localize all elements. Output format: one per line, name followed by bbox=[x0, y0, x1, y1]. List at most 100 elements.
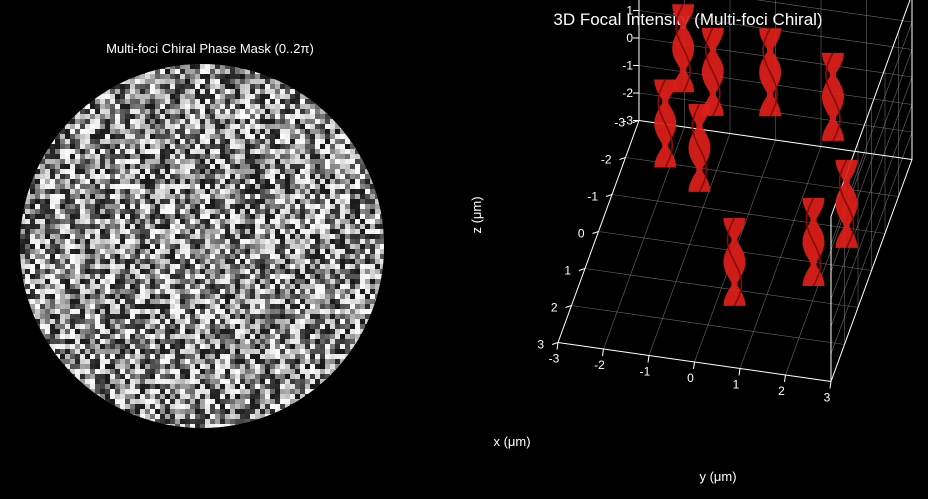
phase-mask-cell bbox=[260, 309, 265, 314]
phase-mask-cell bbox=[190, 104, 195, 109]
phase-mask-cell bbox=[55, 174, 60, 179]
phase-mask-cell bbox=[305, 159, 310, 164]
phase-mask-cell bbox=[210, 199, 215, 204]
phase-mask-cell bbox=[315, 184, 320, 189]
phase-mask-cell bbox=[215, 79, 220, 84]
phase-mask-cell bbox=[355, 329, 360, 334]
phase-mask-cell bbox=[150, 294, 155, 299]
phase-mask-cell bbox=[220, 329, 225, 334]
phase-mask-cell bbox=[40, 299, 45, 304]
phase-mask-cell bbox=[170, 114, 175, 119]
phase-mask-cell bbox=[220, 94, 225, 99]
phase-mask-cell bbox=[250, 339, 255, 344]
focus-helix-shading bbox=[762, 27, 778, 117]
phase-mask-cell bbox=[235, 104, 240, 109]
phase-mask-cell bbox=[100, 349, 105, 354]
phase-mask-cell bbox=[130, 409, 135, 414]
phase-mask-cell bbox=[140, 289, 145, 294]
phase-mask-cell bbox=[230, 369, 235, 374]
phase-mask-cell bbox=[320, 164, 325, 169]
phase-mask-cell bbox=[265, 334, 270, 339]
phase-mask-cell bbox=[370, 214, 375, 219]
phase-mask-cell bbox=[120, 269, 125, 274]
phase-mask-cell bbox=[80, 174, 85, 179]
phase-mask-cell bbox=[65, 349, 70, 354]
phase-mask-cell bbox=[325, 274, 330, 279]
phase-mask-cell bbox=[225, 419, 230, 424]
phase-mask-cell bbox=[175, 309, 180, 314]
phase-mask-cell bbox=[260, 179, 265, 184]
phase-mask-cell bbox=[170, 394, 175, 399]
phase-mask-cell bbox=[195, 179, 200, 184]
phase-mask-cell bbox=[345, 234, 350, 239]
phase-mask-cell bbox=[90, 164, 95, 169]
phase-mask-cell bbox=[170, 189, 175, 194]
phase-mask-cell bbox=[130, 369, 135, 374]
phase-mask-cell bbox=[315, 149, 320, 154]
phase-mask-cell bbox=[320, 259, 325, 264]
phase-mask-cell bbox=[370, 264, 375, 269]
phase-mask-cell bbox=[160, 349, 165, 354]
phase-mask-cell bbox=[305, 154, 310, 159]
phase-mask-cell bbox=[335, 259, 340, 264]
phase-mask-cell bbox=[275, 324, 280, 329]
phase-mask-cell bbox=[25, 219, 30, 224]
phase-mask-cell bbox=[375, 224, 380, 229]
phase-mask-cell bbox=[115, 219, 120, 224]
phase-mask-cell bbox=[155, 79, 160, 84]
phase-mask-cell bbox=[250, 94, 255, 99]
phase-mask-cell bbox=[145, 214, 150, 219]
phase-mask-cell bbox=[205, 379, 210, 384]
phase-mask-cell bbox=[215, 284, 220, 289]
phase-mask-cell bbox=[305, 334, 310, 339]
phase-mask-cell bbox=[135, 139, 140, 144]
phase-mask-cell bbox=[275, 314, 280, 319]
phase-mask-cell bbox=[315, 289, 320, 294]
phase-mask-cell bbox=[300, 119, 305, 124]
phase-mask-cell bbox=[265, 319, 270, 324]
phase-mask-cell bbox=[205, 254, 210, 259]
phase-mask-cell bbox=[130, 149, 135, 154]
phase-mask-cell bbox=[145, 184, 150, 189]
phase-mask-cell bbox=[325, 244, 330, 249]
phase-mask-cell bbox=[30, 229, 35, 234]
phase-mask-cell bbox=[245, 199, 250, 204]
phase-mask-cell bbox=[110, 239, 115, 244]
phase-mask-cell bbox=[350, 234, 355, 239]
phase-mask-cell bbox=[110, 334, 115, 339]
phase-mask-cell bbox=[115, 354, 120, 359]
phase-mask-cell bbox=[140, 199, 145, 204]
phase-mask-cell bbox=[330, 194, 335, 199]
phase-mask-cell bbox=[50, 304, 55, 309]
phase-mask-cell bbox=[30, 289, 35, 294]
phase-mask-cell bbox=[225, 314, 230, 319]
phase-mask-cell bbox=[320, 369, 325, 374]
phase-mask-cell bbox=[335, 124, 340, 129]
phase-mask-cell bbox=[60, 154, 65, 159]
phase-mask-cell bbox=[290, 394, 295, 399]
phase-mask-cell bbox=[30, 304, 35, 309]
phase-mask-cell bbox=[175, 119, 180, 124]
phase-mask-cell bbox=[225, 184, 230, 189]
phase-mask-cell bbox=[35, 184, 40, 189]
phase-mask-cell bbox=[150, 84, 155, 89]
phase-mask-cell bbox=[145, 319, 150, 324]
phase-mask-cell bbox=[40, 219, 45, 224]
phase-mask-cell bbox=[165, 314, 170, 319]
phase-mask-cell bbox=[340, 134, 345, 139]
phase-mask-cell bbox=[130, 229, 135, 234]
phase-mask-cell bbox=[275, 104, 280, 109]
phase-mask-cell bbox=[260, 299, 265, 304]
phase-mask-cell bbox=[115, 374, 120, 379]
y-tick-mark bbox=[556, 342, 559, 350]
phase-mask-cell bbox=[145, 144, 150, 149]
phase-mask-cell bbox=[35, 204, 40, 209]
phase-mask-cell bbox=[185, 424, 190, 428]
phase-mask-cell bbox=[45, 299, 50, 304]
phase-mask-cell bbox=[155, 344, 160, 349]
phase-mask-cell bbox=[280, 84, 285, 89]
phase-mask-cell bbox=[135, 219, 140, 224]
phase-mask-cell bbox=[45, 179, 50, 184]
phase-mask-cell bbox=[250, 224, 255, 229]
phase-mask-cell bbox=[240, 159, 245, 164]
